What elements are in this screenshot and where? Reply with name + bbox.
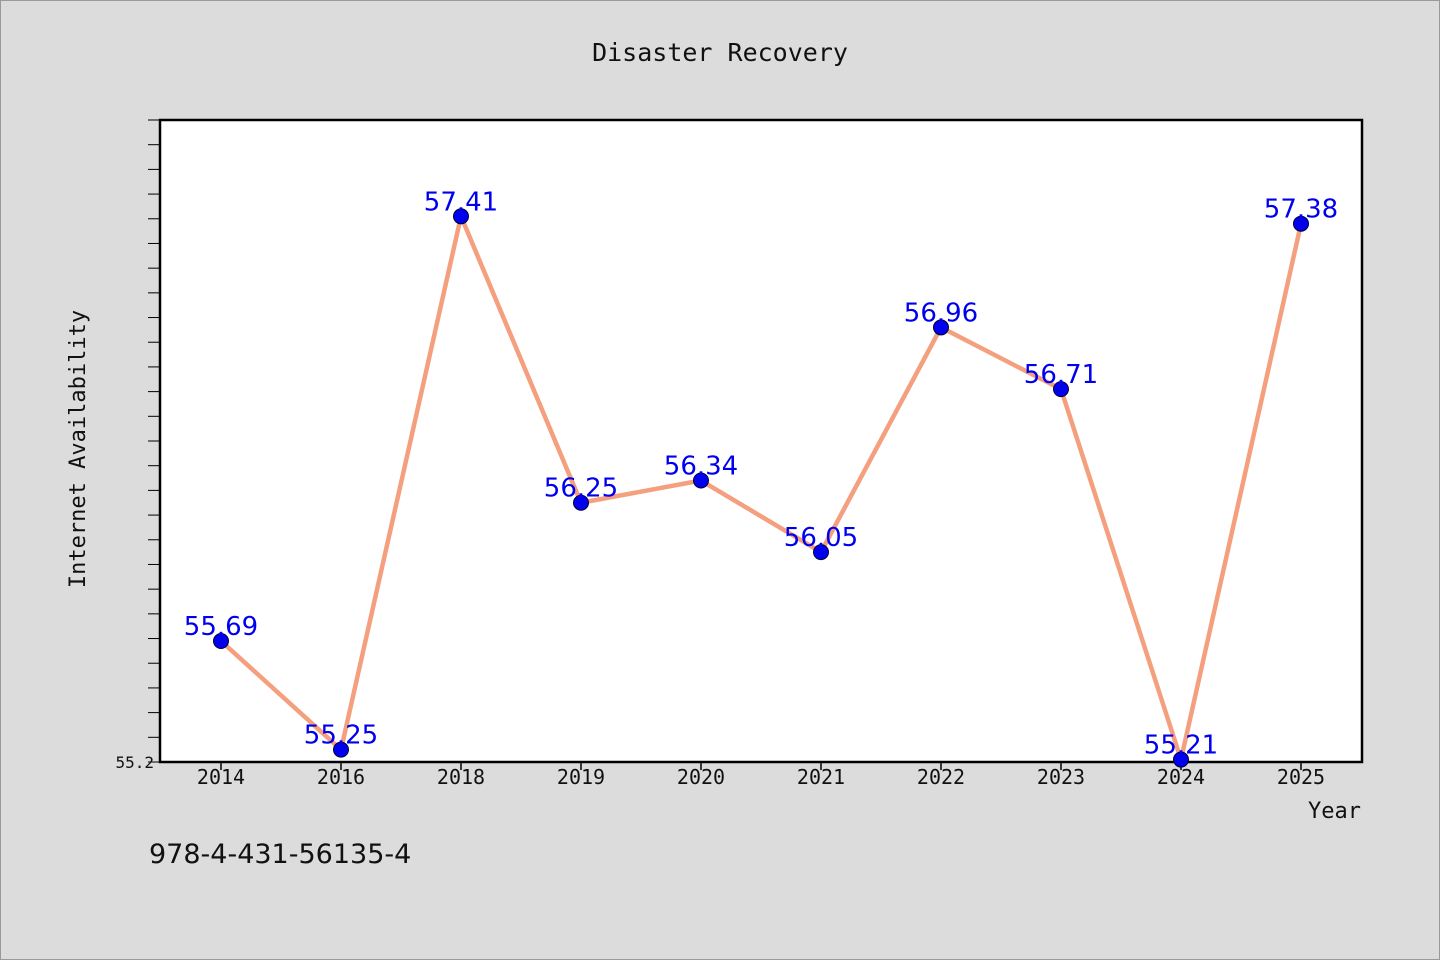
plot-area (158, 118, 1364, 764)
data-point (573, 494, 589, 511)
data-label: 56.05 (784, 523, 858, 553)
y-axis-ticks: 55.2 (115, 119, 160, 772)
x-tick-label: 2022 (917, 765, 965, 789)
data-point (813, 544, 829, 561)
data-point (213, 633, 229, 650)
data-point (333, 741, 349, 758)
x-axis-label: Year (1308, 799, 1361, 824)
data-point (1293, 215, 1309, 232)
y-axis-label: Internet Availability (66, 310, 91, 588)
data-label: 56.25 (544, 474, 618, 504)
series-line (218, 214, 1304, 762)
data-label: 56.71 (1024, 360, 1098, 390)
x-tick-label: 2018 (437, 765, 485, 789)
x-tick-label: 2020 (677, 765, 725, 789)
data-point (693, 472, 709, 489)
x-tick-label: 2019 (557, 765, 605, 789)
series-markers (213, 208, 1309, 768)
x-axis-ticks: 2014 2016 2018 2019 2020 2021 2022 2023 2024 2025 (197, 762, 1325, 789)
series-line-group (218, 214, 1304, 762)
data-label: 55.25 (304, 721, 378, 751)
x-tick-label: 2016 (317, 765, 365, 789)
data-label: 57.41 (424, 187, 498, 217)
x-tick-label: 2021 (797, 765, 845, 789)
isbn-code: 978-4-431-56135-4 (149, 839, 411, 870)
data-label: 55.69 (184, 612, 258, 642)
x-tick-label: 2014 (197, 765, 245, 789)
data-label: 55.21 (1144, 731, 1218, 761)
x-tick-label: 2025 (1277, 765, 1325, 789)
data-label: 56.34 (664, 452, 738, 482)
data-labels: 55.69 55.25 57.41 56.25 56.34 56.05 56.96 56.71… (184, 187, 1338, 760)
data-point (933, 319, 949, 336)
data-label: 56.96 (904, 298, 978, 328)
x-tick-label: 2024 (1157, 765, 1205, 789)
data-label: 57.38 (1264, 195, 1338, 225)
y-tick-label: 55.2 (115, 753, 154, 772)
x-tick-label: 2023 (1037, 765, 1085, 789)
data-point (1053, 381, 1069, 398)
data-point (1173, 751, 1189, 768)
data-point (453, 208, 469, 225)
chart-title: Disaster Recovery (592, 38, 848, 67)
